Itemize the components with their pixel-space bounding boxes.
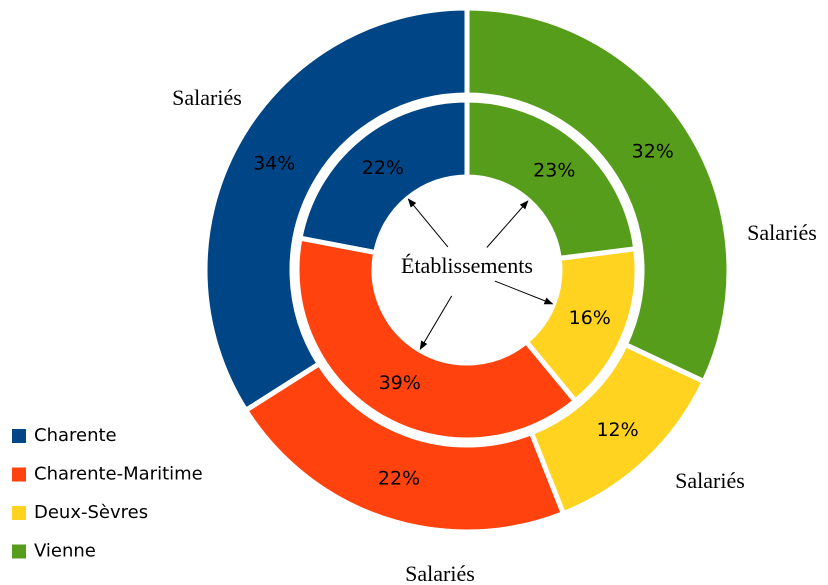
value-label: 23%	[533, 159, 575, 181]
legend-swatch	[12, 544, 26, 559]
donut-segment	[202, 5, 470, 414]
ring-label: Établissements	[401, 253, 533, 278]
legend-swatch	[12, 467, 26, 482]
ring-label: Salariés	[675, 468, 745, 493]
value-label: 34%	[253, 153, 295, 175]
value-label: 39%	[379, 372, 421, 394]
value-label: 16%	[569, 307, 611, 329]
donut-segment	[242, 360, 567, 535]
donut-segment	[297, 97, 470, 256]
ring-label: Salariés	[747, 220, 817, 245]
donut-segment	[464, 5, 732, 385]
legend-swatch	[12, 506, 26, 520]
arrow	[486, 200, 529, 248]
arrow	[407, 198, 449, 248]
legend-swatch	[12, 429, 26, 443]
donut-segment	[464, 97, 639, 262]
donut-segment	[294, 235, 579, 443]
value-label: 22%	[362, 157, 404, 179]
legend-label: Deux-Sèvres	[34, 502, 148, 523]
legend-label: Charente	[34, 425, 117, 446]
ring-label: Salariés	[405, 561, 475, 585]
ring-label: Salariés	[172, 85, 242, 110]
value-label: 22%	[378, 468, 420, 490]
donut-segment	[522, 245, 640, 405]
legend-label: Vienne	[34, 541, 96, 562]
arrow	[494, 280, 554, 305]
donut-segment	[528, 341, 708, 517]
legend-label: Charente-Maritime	[34, 464, 203, 485]
value-label: 32%	[632, 141, 674, 163]
arrow	[419, 295, 453, 350]
value-label: 12%	[596, 419, 638, 441]
